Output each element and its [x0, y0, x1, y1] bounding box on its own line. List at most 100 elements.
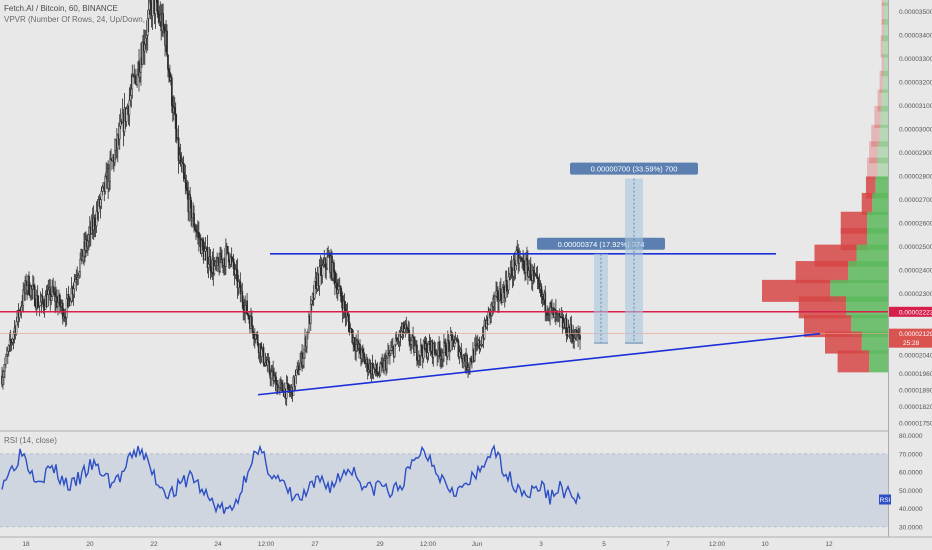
candle-body — [167, 54, 169, 70]
rsi-line — [1, 443, 581, 515]
candle-body — [451, 334, 454, 340]
candle-body — [93, 217, 96, 227]
candle-body — [514, 265, 517, 271]
price-tick-label: 0.00002600 — [899, 221, 932, 228]
candle-body — [174, 113, 177, 130]
price-tick-label: 0.00002400 — [899, 268, 932, 275]
candle-body — [247, 313, 249, 317]
candle-body — [46, 294, 49, 307]
candle-body — [118, 125, 121, 140]
current-price-countdown: 25:28 — [903, 340, 920, 347]
volume-profile-up-bar — [869, 350, 888, 373]
candle-body — [9, 339, 12, 343]
candle-body — [426, 352, 429, 358]
rsi-tick-label: 80.0000 — [899, 433, 923, 440]
candle-body — [309, 303, 312, 324]
candle-body — [502, 286, 505, 290]
measure-box — [625, 178, 643, 344]
price-tick-label: 0.00003400 — [899, 33, 932, 40]
rsi-header: RSI (14, close) — [4, 436, 57, 445]
candle-body — [5, 354, 8, 357]
candle-body — [570, 324, 573, 334]
price-tick-label: 0.00003500 — [899, 9, 932, 16]
candle-body — [405, 323, 408, 329]
volume-profile-down-bar — [881, 19, 884, 42]
candle-body — [57, 302, 59, 307]
candle-body — [183, 172, 186, 179]
measure-label: 0.00000374 (17.92%) 374 — [558, 240, 645, 249]
candle-body — [383, 360, 385, 371]
rsi-tick-label: 40.0000 — [899, 506, 923, 513]
candle-body — [225, 246, 227, 267]
candle-body — [193, 213, 195, 228]
candle-body — [156, 0, 159, 12]
candle-body — [230, 256, 233, 259]
candle-body — [510, 267, 513, 275]
candle-body — [168, 69, 170, 73]
volume-profile-up-bar — [883, 0, 888, 6]
rsi-tick-label: 60.0000 — [899, 470, 923, 477]
candle-body — [295, 369, 298, 377]
candle-body — [321, 265, 324, 276]
volume-profile-down-bar — [881, 54, 884, 77]
candle-body — [500, 288, 502, 300]
candle-body — [353, 337, 356, 347]
candle-body — [573, 337, 576, 342]
candle-body — [408, 330, 411, 342]
candle-body — [558, 313, 561, 318]
candle-body — [390, 347, 393, 351]
time-tick-label: 5 — [602, 541, 606, 548]
candle-body — [427, 341, 430, 353]
candle-body — [579, 335, 581, 340]
candle-body — [359, 343, 361, 355]
candle-body — [163, 25, 165, 30]
candle-body — [252, 325, 254, 335]
volume-profile-up-bar — [877, 157, 888, 180]
candle-body — [339, 285, 342, 297]
candle-body — [99, 199, 102, 207]
candle-body — [191, 217, 193, 221]
candle-body — [61, 302, 64, 319]
candle-body — [248, 315, 250, 320]
candle-body — [131, 75, 134, 90]
candle-body — [447, 340, 450, 344]
candle-body — [144, 37, 147, 45]
candle-body — [256, 334, 259, 345]
candle-body — [494, 295, 496, 304]
volume-profile-down-bar — [880, 35, 883, 58]
candle-body — [232, 258, 235, 269]
candle-body — [270, 371, 273, 379]
candle-body — [3, 371, 5, 378]
volume-profile-up-bar — [879, 124, 888, 147]
volume-profile-down-bar — [795, 261, 849, 284]
candle-body — [287, 383, 290, 390]
candle-body — [375, 363, 378, 372]
candle-body — [362, 349, 364, 353]
candle-body — [26, 285, 28, 291]
rsi-value-tag — [879, 494, 891, 505]
candle-body — [130, 88, 133, 96]
candle-body — [65, 298, 68, 318]
price-tick-label: 0.00002040 — [899, 352, 932, 359]
candle-body — [209, 256, 212, 271]
candle-body — [194, 226, 196, 231]
candle-body — [466, 355, 468, 370]
price-tick-label: 0.00003200 — [899, 80, 932, 87]
candle-body — [501, 286, 504, 303]
candle-body — [241, 291, 244, 303]
candle-body — [355, 344, 357, 352]
volume-profile-down-bar — [877, 89, 882, 112]
candle-body — [82, 255, 84, 262]
candle-body — [78, 271, 81, 276]
candle-body — [363, 356, 366, 365]
volume-profile-down-bar — [837, 350, 870, 373]
symbol-header: Fetch.AI / Bitcoin, 60, BINANCE — [4, 4, 118, 13]
candle-body — [50, 296, 53, 301]
candle-body — [495, 290, 497, 297]
time-tick-label: 27 — [311, 541, 319, 548]
volume-profile-down-bar — [879, 70, 883, 93]
volume-profile-down-bar — [825, 331, 862, 354]
candle-body — [5, 355, 7, 365]
current-price-label: 0.00002129 — [899, 331, 932, 338]
